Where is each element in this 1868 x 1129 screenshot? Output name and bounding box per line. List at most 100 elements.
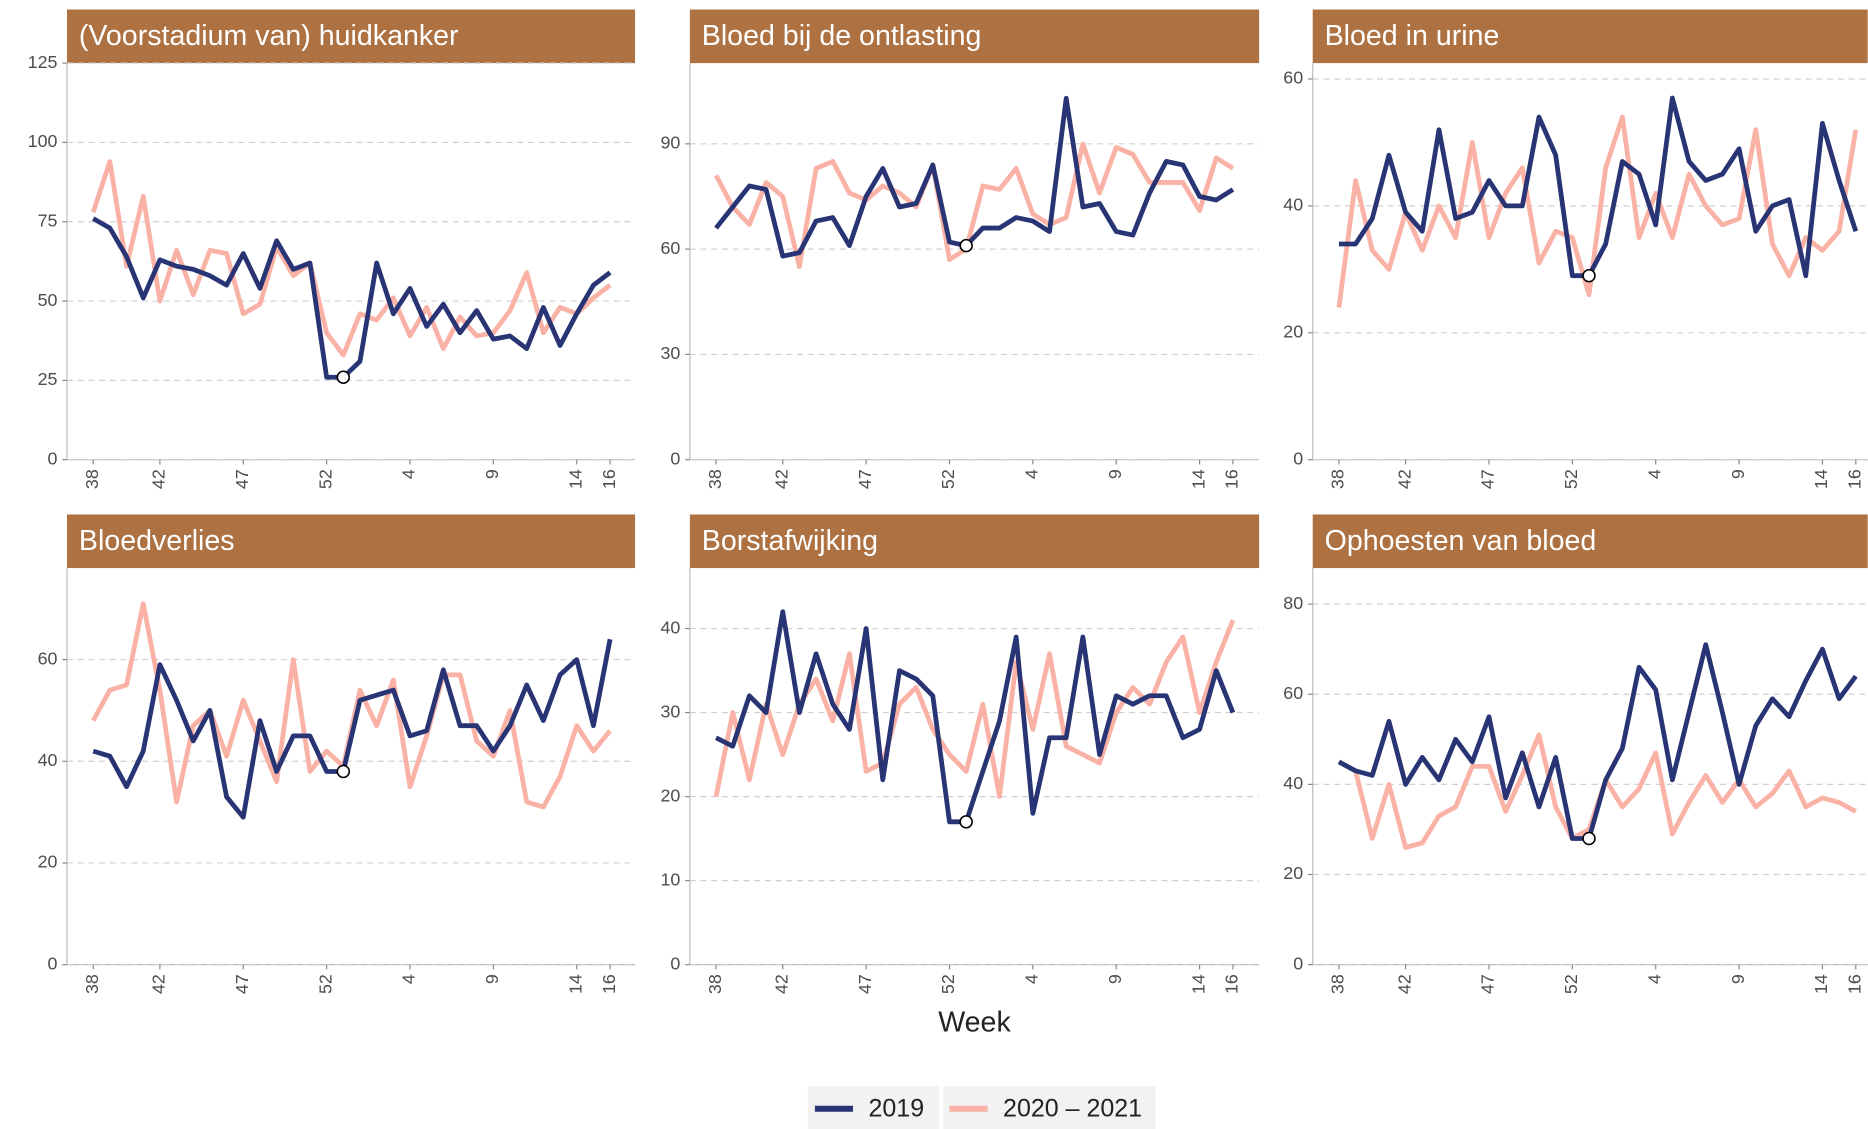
x-tick-label: 4	[1022, 974, 1042, 984]
x-tick-label: 47	[855, 469, 875, 489]
x-tick-label: 38	[705, 469, 725, 489]
x-tick-label: 52	[938, 469, 958, 489]
y-tick-label: 40	[660, 617, 680, 637]
x-tick-label: 42	[149, 974, 169, 994]
series-line	[714, 95, 1235, 259]
x-tick-label: 4	[1022, 469, 1042, 479]
x-tick-label: 16	[1844, 469, 1864, 489]
legend-label: 2019	[868, 1095, 924, 1123]
x-tick-label: 9	[482, 469, 502, 479]
x-axis-label: Week	[938, 1007, 1011, 1039]
y-tick-label: 0	[48, 953, 58, 973]
y-tick-label: 30	[660, 343, 680, 363]
panel-title: Borstafwijking	[702, 525, 878, 557]
series-line	[1336, 114, 1859, 308]
y-tick-label: 40	[1283, 195, 1303, 215]
series-line	[90, 159, 612, 358]
y-tick-label: 20	[38, 852, 58, 872]
series-line	[713, 619, 1236, 799]
x-tick-label: 9	[482, 974, 502, 984]
highlight-point	[959, 238, 973, 253]
x-tick-label: 14	[1188, 974, 1208, 994]
panel-title: Bloed in urine	[1325, 20, 1500, 52]
x-tick-label: 16	[1222, 469, 1242, 489]
y-tick-label: 0	[48, 448, 58, 468]
x-tick-label: 42	[771, 469, 791, 489]
series-line	[1337, 732, 1857, 850]
x-tick-label: 14	[565, 974, 585, 994]
x-tick-label: 47	[855, 974, 875, 994]
y-tick-label: 60	[1283, 683, 1303, 703]
y-tick-label: 50	[38, 290, 58, 310]
panel-title: Bloedverlies	[79, 525, 235, 557]
x-tick-label: 47	[1478, 974, 1498, 994]
x-tick-label: 42	[771, 974, 791, 994]
x-tick-label: 9	[1728, 469, 1748, 479]
highlight-point	[1582, 268, 1596, 283]
y-tick-label: 10	[660, 869, 680, 889]
y-tick-label: 90	[660, 133, 680, 153]
strip	[689, 9, 1260, 64]
highlight-point	[336, 370, 351, 384]
series-line	[1338, 95, 1859, 279]
series-line	[92, 638, 613, 820]
y-tick-label: 80	[1283, 593, 1303, 613]
x-tick-label: 16	[1844, 974, 1864, 994]
series-line	[92, 216, 612, 380]
series-line	[714, 609, 1236, 825]
legend: 2019 2020 – 2021	[807, 1086, 1156, 1129]
highlight-point	[336, 764, 351, 779]
strip	[67, 9, 636, 64]
y-tick-label: 125	[28, 52, 58, 72]
x-tick-label: 52	[1561, 469, 1581, 489]
x-tick-label: 52	[315, 974, 335, 994]
y-tick-label: 0	[670, 953, 680, 973]
y-tick-label: 20	[1283, 863, 1303, 883]
panel-title: (Voorstadium van) huidkanker	[79, 20, 459, 52]
y-tick-label: 60	[1283, 68, 1303, 88]
y-tick-label: 20	[660, 785, 680, 805]
y-tick-label: 25	[38, 369, 58, 389]
series-line	[713, 141, 1235, 270]
y-tick-label: 0	[1293, 448, 1303, 468]
strip	[689, 514, 1260, 569]
x-tick-label: 38	[1328, 469, 1348, 489]
y-tick-label: 30	[660, 701, 680, 721]
x-tick-label: 9	[1105, 469, 1125, 479]
series-line	[91, 601, 612, 810]
x-tick-label: 4	[399, 469, 419, 479]
strip	[1312, 514, 1868, 569]
x-tick-label: 9	[1105, 974, 1125, 984]
x-tick-label: 9	[1728, 974, 1748, 984]
x-tick-label: 38	[82, 469, 102, 489]
y-tick-label: 40	[1283, 773, 1303, 793]
x-tick-label: 16	[599, 469, 619, 489]
x-tick-label: 47	[232, 469, 252, 489]
x-tick-label: 14	[1188, 469, 1208, 489]
y-tick-label: 20	[1283, 322, 1303, 342]
x-tick-label: 38	[705, 974, 725, 994]
highlight-point	[1582, 831, 1596, 846]
x-tick-label: 42	[1394, 974, 1414, 994]
x-tick-label: 14	[1811, 974, 1831, 994]
x-tick-label: 47	[1478, 469, 1498, 489]
y-tick-label: 75	[38, 210, 58, 230]
x-tick-label: 52	[1561, 974, 1581, 994]
y-tick-label: 0	[670, 448, 680, 468]
x-tick-label: 47	[232, 974, 252, 994]
highlight-point	[959, 815, 973, 829]
legend-label: 2020 – 2021	[1003, 1095, 1142, 1123]
x-tick-label: 4	[1644, 469, 1664, 479]
x-tick-label: 42	[149, 469, 169, 489]
x-tick-label: 16	[599, 974, 619, 994]
panel-title: Ophoesten van bloed	[1325, 525, 1597, 557]
y-tick-label: 60	[38, 648, 58, 668]
x-tick-label: 42	[1394, 469, 1414, 489]
x-tick-label: 14	[1811, 469, 1831, 489]
y-tick-label: 60	[660, 238, 680, 258]
x-tick-label: 38	[82, 974, 102, 994]
x-tick-label: 4	[399, 974, 419, 984]
y-tick-label: 100	[28, 131, 58, 151]
x-tick-label: 4	[1644, 974, 1664, 984]
